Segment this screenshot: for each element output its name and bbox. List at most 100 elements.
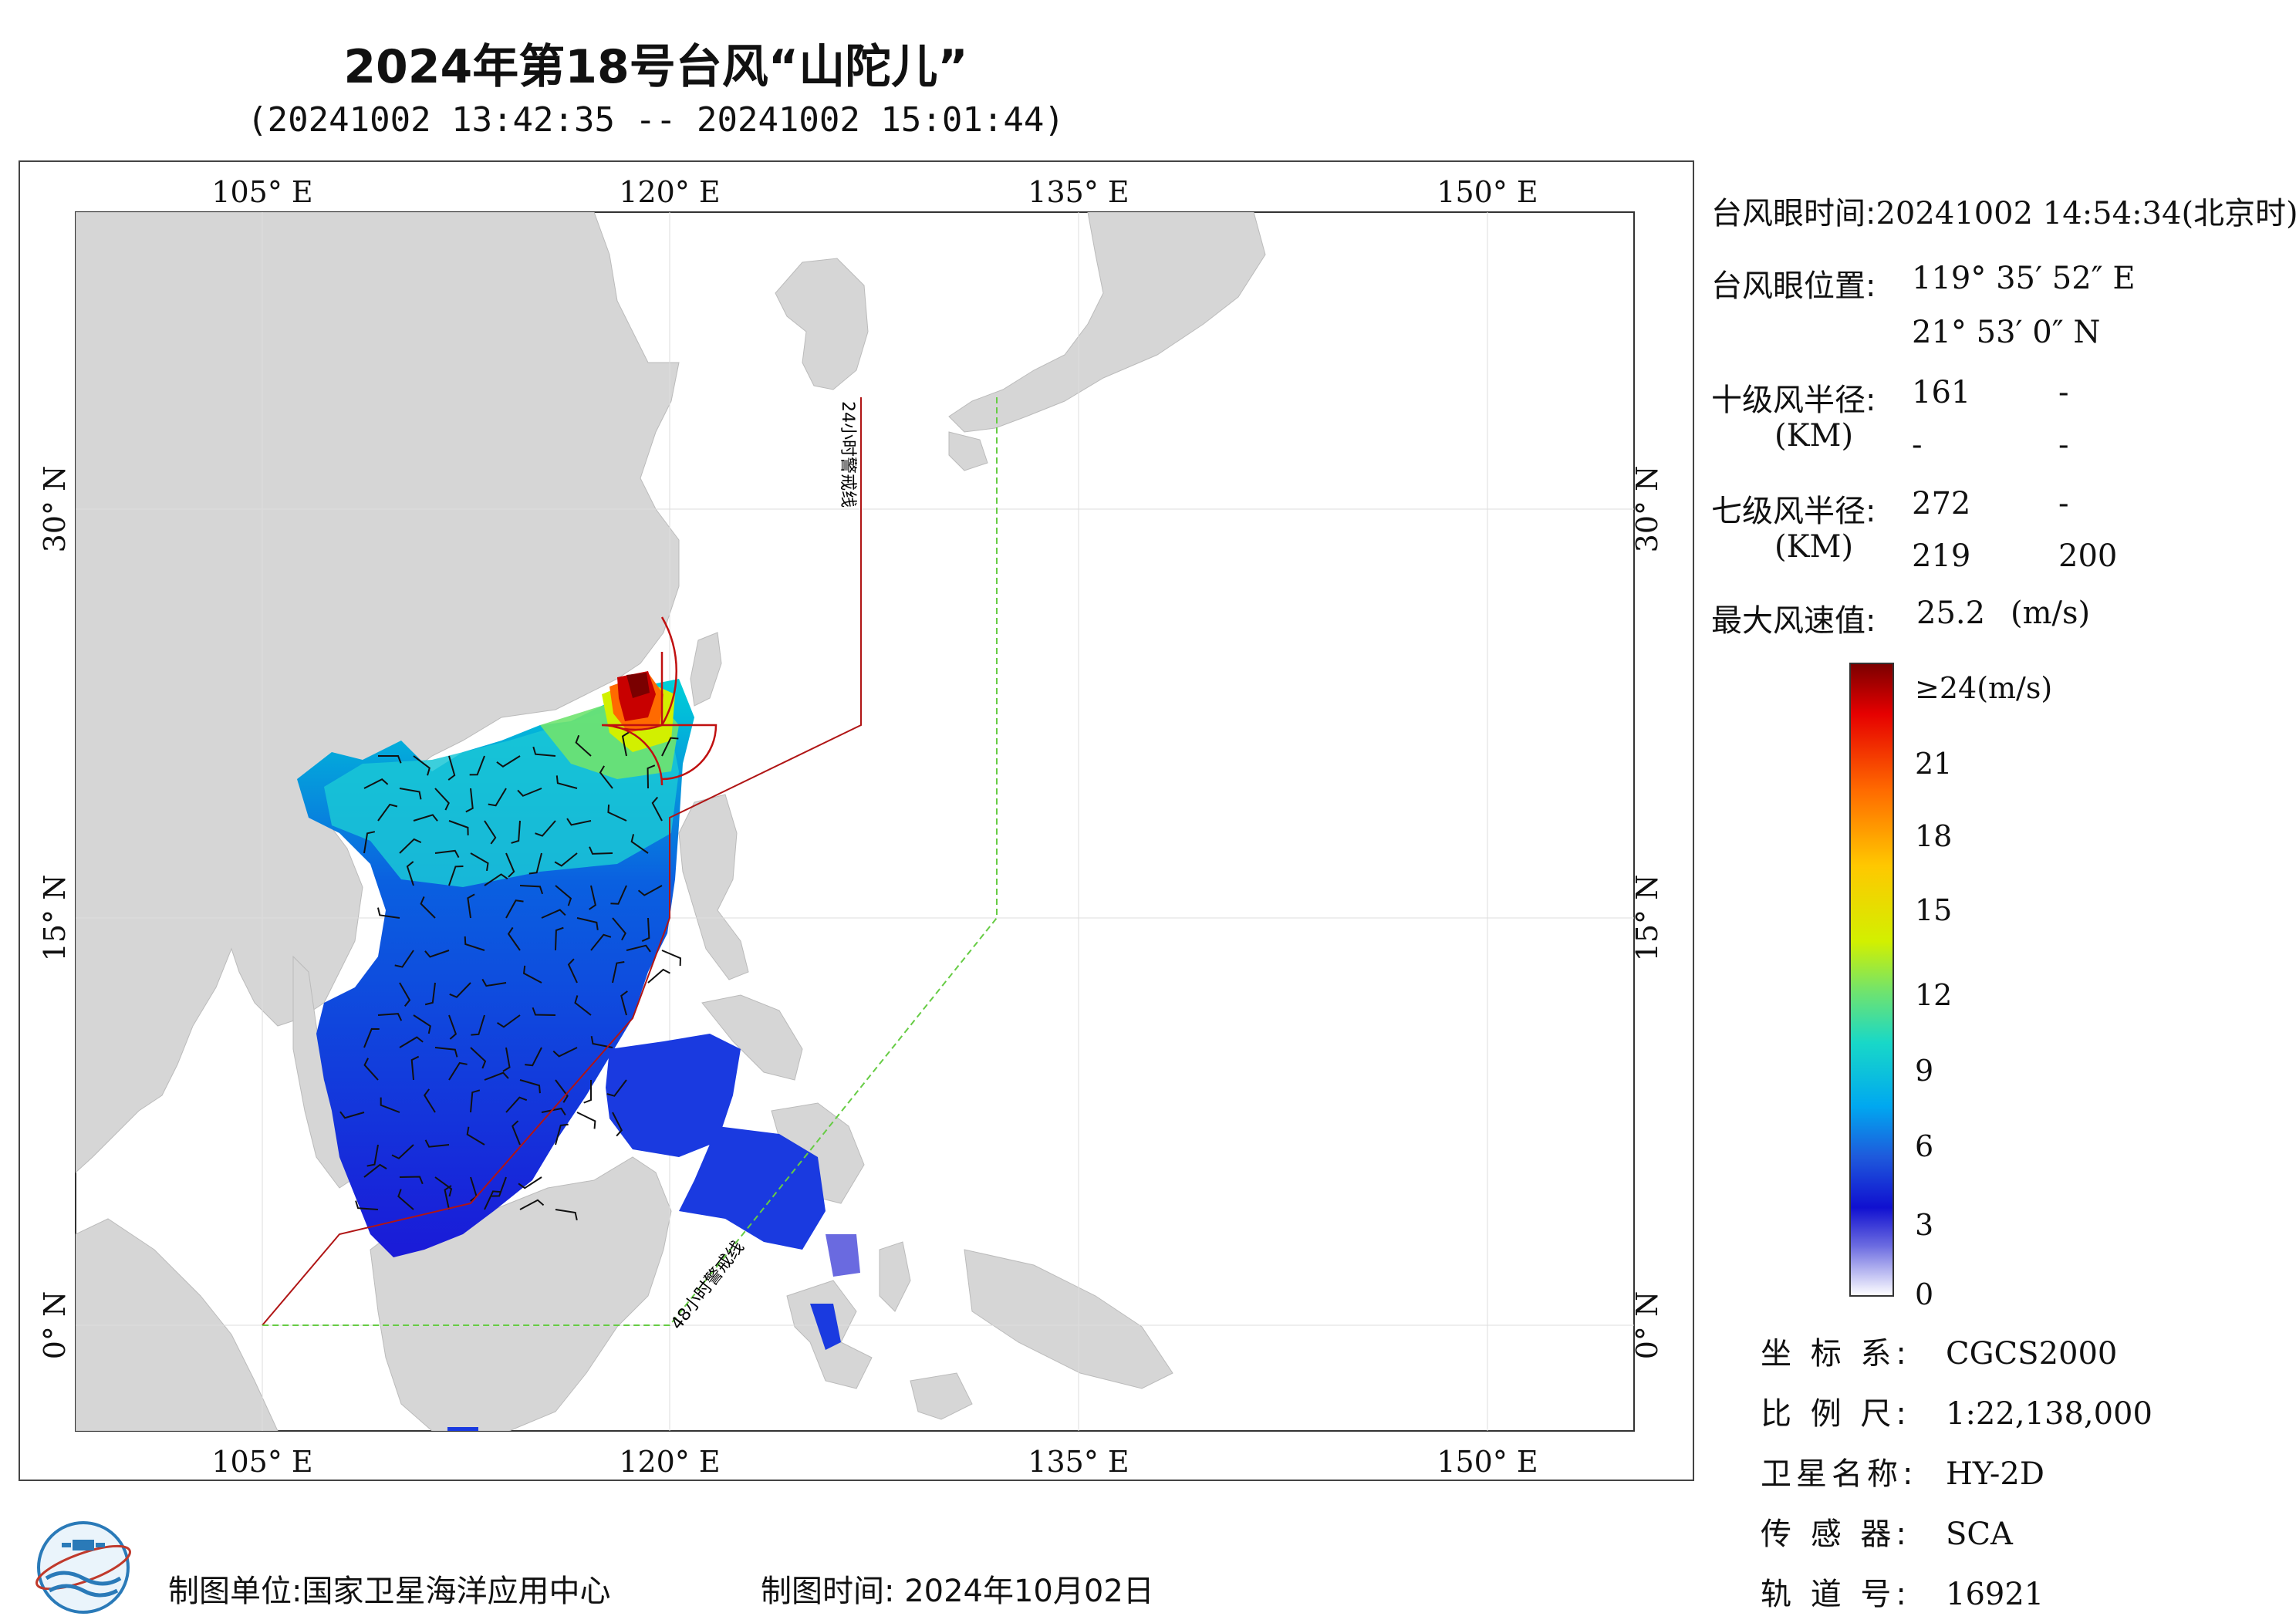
wind-barb xyxy=(469,755,485,776)
wind-barb xyxy=(448,1014,458,1040)
wind-barb xyxy=(541,1107,566,1116)
wind-barb xyxy=(555,1079,569,1103)
right-lat-label: 30° N xyxy=(1630,466,1664,553)
satellite-row: 卫星名称: HY-2D xyxy=(1761,1456,2044,1492)
eye-lat: 21° 53′ 0″ N xyxy=(1912,315,2101,350)
max-wind-value: 25.2 xyxy=(1916,596,1986,631)
wind-barb xyxy=(448,1061,468,1081)
wind-barb xyxy=(363,1058,379,1081)
max-wind-unit: (m/s) xyxy=(2011,596,2091,631)
wind-barb xyxy=(410,1055,420,1081)
wind-barb xyxy=(484,820,497,845)
wind-barb xyxy=(434,1047,458,1058)
eye-time-row: 台风眼时间:20241002 14:54:34(北京时) xyxy=(1711,188,2296,233)
wind-barb xyxy=(651,796,663,822)
wind-barb xyxy=(413,755,430,776)
wind-barb xyxy=(363,831,376,854)
wind-barb xyxy=(610,885,627,905)
wind-barb xyxy=(630,834,649,854)
wind-barb xyxy=(363,1027,380,1048)
wind-barb xyxy=(377,803,398,822)
orbit-row: 轨 道 号: 16921 xyxy=(1761,1577,2044,1612)
colorbar-label: 15 xyxy=(1915,893,1953,927)
wind-barb xyxy=(488,788,507,807)
wind-barb xyxy=(555,1209,578,1221)
wind-barb xyxy=(448,865,464,886)
typhoon-wind-radii[interactable] xyxy=(601,616,718,786)
bottom-lon-label: 105° E xyxy=(211,1445,312,1479)
wind-barb xyxy=(517,788,542,797)
wind-barb xyxy=(378,755,402,764)
wind-barb xyxy=(399,1036,424,1048)
wind-barb xyxy=(497,1014,521,1028)
left-lat-label: 0° N xyxy=(38,1291,72,1360)
wind-barb xyxy=(535,820,556,837)
wind-barb xyxy=(424,982,436,1006)
top-lon-label: 105° E xyxy=(211,175,312,209)
bottom-lon-label: 120° E xyxy=(619,1445,720,1479)
wind-barb xyxy=(647,968,670,984)
r10-value: 161 xyxy=(1912,375,1971,410)
wind-barb xyxy=(519,1079,541,1094)
wind-barb xyxy=(397,1189,414,1210)
wind-barb xyxy=(518,1176,542,1189)
wind-barb xyxy=(471,1014,485,1036)
r10-unit: (KM) xyxy=(1774,418,1854,454)
colorbar-label: 3 xyxy=(1915,1208,1934,1242)
warning-line-24h xyxy=(262,397,862,1326)
wind-barb xyxy=(424,1139,450,1148)
wind-barb xyxy=(467,893,475,919)
wind-barb xyxy=(507,926,521,951)
wind-barb xyxy=(434,1176,453,1197)
wind-barb xyxy=(583,1080,592,1104)
top-lon-label: 150° E xyxy=(1437,175,1538,209)
wind-barb xyxy=(399,788,422,800)
wind-barb xyxy=(621,731,630,757)
wind-barb xyxy=(449,982,471,998)
max-wind-row: 最大风速值: xyxy=(1711,596,1876,640)
wind-barb xyxy=(555,1123,569,1146)
wind-barb xyxy=(484,873,508,886)
colorbar-label: 18 xyxy=(1915,819,1953,853)
wind-barb xyxy=(532,746,556,757)
r7-value: - xyxy=(2058,486,2069,521)
r7-unit: (KM) xyxy=(1774,529,1854,565)
r7-label: 七级风半径: xyxy=(1711,494,1876,529)
wind-barb xyxy=(413,814,438,822)
wind-barb xyxy=(420,896,436,919)
warning-24h-label: 24小时警戒线 xyxy=(838,401,857,508)
map-frame xyxy=(19,160,1694,1481)
map-title: 2024年第18号台风“山陀儿” xyxy=(343,40,968,94)
wind-barb xyxy=(413,1014,431,1034)
wind-barb xyxy=(528,852,542,875)
warning-line-48h xyxy=(262,397,998,1326)
wind-barb xyxy=(376,907,400,919)
wind-barb xyxy=(574,995,592,1016)
wind-barb xyxy=(607,804,627,822)
wind-barb xyxy=(637,885,663,896)
wind-barb xyxy=(464,936,485,951)
wind-barb xyxy=(626,944,651,953)
wind-barb xyxy=(575,734,592,757)
colorbar-label: 21 xyxy=(1915,747,1953,781)
r7-value: 219 xyxy=(1912,538,1971,574)
wind-barb xyxy=(470,1047,487,1069)
wind-barb xyxy=(424,1088,436,1113)
max-wind-label: 最大风速值: xyxy=(1711,603,1876,639)
left-lat-label: 15° N xyxy=(38,875,72,962)
colorbar-label: 6 xyxy=(1915,1129,1934,1163)
wind-barb xyxy=(470,1089,481,1113)
top-lon-label: 120° E xyxy=(619,175,720,209)
wind-barb xyxy=(447,755,456,781)
r10-value: - xyxy=(1912,427,1923,463)
wind-barb xyxy=(612,917,626,941)
colorbar-label: 9 xyxy=(1915,1054,1934,1088)
wind-barb xyxy=(505,1096,528,1113)
wind-barb xyxy=(465,788,474,813)
wind-swath xyxy=(297,671,860,1431)
eye-pos-row: 台风眼位置: xyxy=(1711,261,1876,305)
wind-barb xyxy=(590,933,612,951)
r7-value: 200 xyxy=(2058,538,2118,574)
wind-barb xyxy=(606,1079,627,1097)
